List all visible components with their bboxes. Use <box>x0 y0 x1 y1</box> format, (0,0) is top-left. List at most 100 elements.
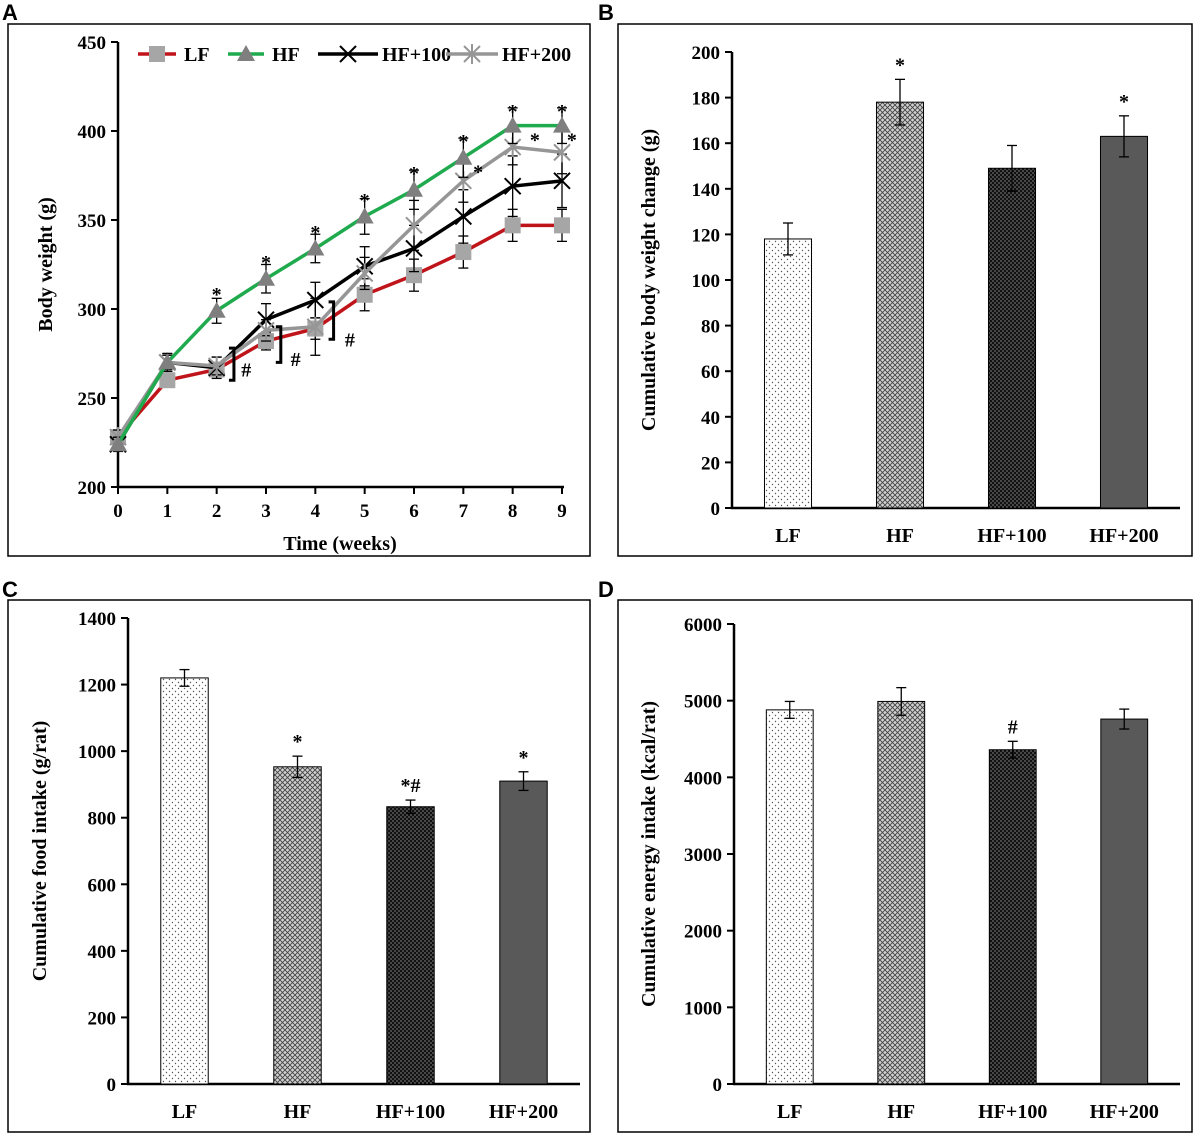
y-tick-label: 140 <box>692 180 721 201</box>
marker-x <box>339 45 357 63</box>
category-label: LF <box>777 1101 803 1123</box>
significance-mark: *# <box>401 775 421 797</box>
y-axis-title: Cumulative body weight change (g) <box>638 129 660 431</box>
bar <box>499 780 548 1085</box>
significance-mark: * <box>557 101 567 123</box>
y-tick-label: 250 <box>78 389 107 410</box>
marker-triangle <box>355 207 374 224</box>
legend: LF HF HF+100 HF+200 <box>138 44 571 66</box>
chart-b-weight-change: 0 20 40 60 80 100 120 140 160 180 200 Cumulative bo… <box>638 43 1180 547</box>
bar <box>763 238 813 509</box>
marker-triangle <box>158 353 177 370</box>
category-label: HF+200 <box>1090 1101 1159 1123</box>
x-tick-label: 3 <box>261 501 271 522</box>
x-tick-label: 4 <box>311 501 321 522</box>
significance-mark: * <box>310 222 320 244</box>
series-lf <box>110 208 570 446</box>
panel-d-frame <box>617 599 1193 1133</box>
y-tick-label: 200 <box>88 1008 117 1029</box>
marker-square <box>149 46 165 62</box>
bar <box>160 677 209 1085</box>
y-tick-label: 1000 <box>78 742 116 763</box>
significance-mark: * <box>1119 91 1129 113</box>
y-tick-label: 6000 <box>684 615 722 636</box>
significance-mark: * <box>895 54 905 76</box>
significance-mark: * <box>458 131 468 153</box>
marker-triangle <box>503 116 522 133</box>
y-tick-label: 0 <box>713 1075 723 1096</box>
category-label: HF+100 <box>376 1101 445 1123</box>
y-tick-label: 5000 <box>684 692 722 713</box>
x-tick-label: 1 <box>163 501 173 522</box>
x-tick-label: 2 <box>212 501 222 522</box>
marker-square <box>554 217 570 234</box>
panel-b-letter: B <box>598 0 614 25</box>
y-tick-label: 400 <box>78 122 107 143</box>
significance-mark: * <box>293 731 303 753</box>
series-line <box>116 223 562 439</box>
y-tick-label: 40 <box>701 408 720 429</box>
significance-mark: # <box>241 360 251 382</box>
series-hfplus100 <box>109 153 571 453</box>
significance-mark: # <box>291 349 301 371</box>
x-tick-label: 9 <box>557 501 567 522</box>
marker-square <box>455 244 472 261</box>
significance-mark: * <box>508 101 518 123</box>
y-tick-label: 800 <box>88 809 117 830</box>
category-label: HF+200 <box>489 1101 558 1123</box>
bar <box>987 167 1037 509</box>
y-tick-label: 350 <box>78 211 107 232</box>
panel-a-frame <box>7 23 591 557</box>
marker-triangle <box>553 116 571 133</box>
category-label: HF+200 <box>1089 525 1158 547</box>
category-label: HF <box>886 525 914 547</box>
panel-a-letter: A <box>2 0 18 25</box>
bar <box>765 709 814 1085</box>
bar <box>1099 135 1149 509</box>
category-label: HF+100 <box>977 525 1046 547</box>
marker-triangle <box>405 180 423 197</box>
marker-triangle <box>454 148 473 165</box>
y-tick-label: 200 <box>78 478 107 499</box>
significance-bracket <box>275 325 283 364</box>
y-tick-label: 4000 <box>684 768 722 789</box>
marker-x <box>454 207 473 226</box>
marker-asterisk <box>306 316 325 337</box>
y-tick-label: 180 <box>692 89 721 110</box>
y-tick-label: 80 <box>701 317 720 338</box>
y-tick-label: 3000 <box>684 845 722 866</box>
y-tick-label: 60 <box>701 362 720 383</box>
significance-bracket <box>228 346 236 382</box>
category-label: LF <box>775 525 801 547</box>
significance-bracket <box>328 300 336 341</box>
y-tick-label: 300 <box>78 300 107 321</box>
series-hf <box>109 107 571 453</box>
bar <box>988 749 1037 1085</box>
chart-d-energy-intake: 0 1000 2000 3000 4000 5000 6000 Cumulative ener… <box>638 615 1180 1123</box>
legend-label: LF <box>184 44 210 66</box>
marker-asterisk <box>355 263 374 284</box>
marker-x <box>503 177 522 195</box>
significance-mark: * <box>567 129 577 151</box>
significance-mark: * <box>261 252 271 274</box>
y-tick-label: 20 <box>701 453 720 474</box>
marker-triangle <box>207 301 226 318</box>
panel-c-frame <box>7 599 591 1133</box>
marker-asterisk <box>463 44 481 64</box>
y-tick-label: 200 <box>692 43 721 64</box>
category-label: HF+100 <box>978 1101 1047 1123</box>
chart-a-body-weight: 200 250 300 350 400 450 0 1 2 3 4 5 6 7 8 9 Time (weeks)… <box>35 33 577 555</box>
y-axis-title: Cumulative food intake (g/rat) <box>29 721 51 982</box>
series-hfplus200 <box>109 128 571 448</box>
bar <box>386 806 435 1085</box>
x-tick-label: 8 <box>508 501 518 522</box>
bar <box>1100 718 1149 1085</box>
y-tick-label: 450 <box>78 33 107 54</box>
legend-label: HF+200 <box>502 44 571 66</box>
y-tick-label: 1400 <box>78 609 116 630</box>
category-label: HF <box>887 1101 915 1123</box>
y-tick-label: 1200 <box>78 676 116 697</box>
series-line <box>116 123 562 446</box>
y-tick-label: 1000 <box>684 998 722 1019</box>
